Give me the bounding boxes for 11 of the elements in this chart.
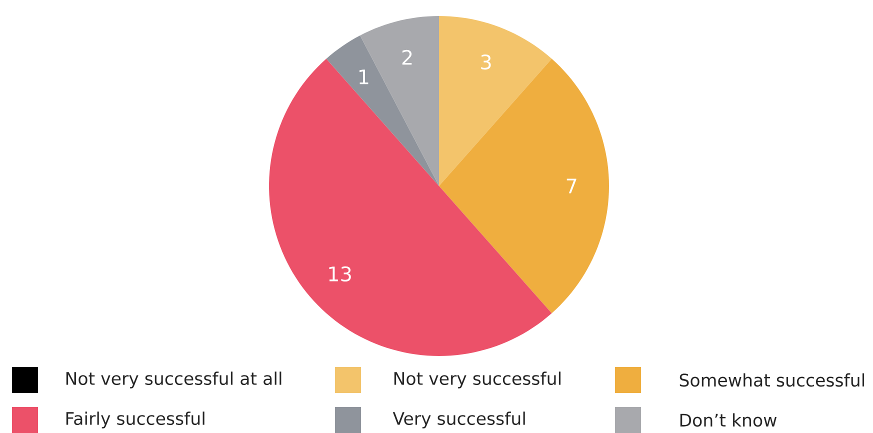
- legend-label: Not very successful: [394, 372, 560, 388]
- legend-label: Fairly successful: [66, 412, 204, 428]
- legend-label: Very successful: [392, 412, 525, 428]
- data-label: 13: [329, 266, 351, 282]
- legend-label: Somewhat successful: [680, 373, 864, 387]
- data-label: 2: [402, 50, 412, 65]
- data-label: 1: [360, 70, 368, 84]
- data-label: 3: [481, 54, 491, 70]
- legend-label: Don’t know: [680, 413, 777, 427]
- data-label: 7: [566, 178, 576, 194]
- legend-label: Not very successful at all: [66, 372, 282, 388]
